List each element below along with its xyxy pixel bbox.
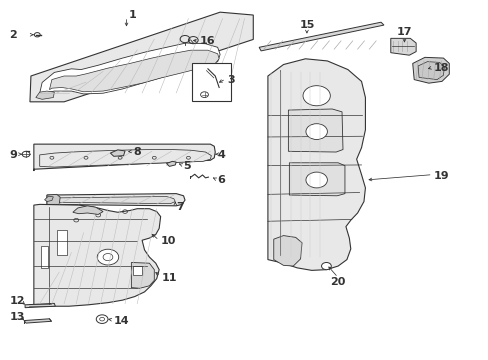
Polygon shape bbox=[273, 235, 302, 266]
Text: 4: 4 bbox=[217, 150, 225, 160]
Text: 19: 19 bbox=[433, 171, 448, 181]
Polygon shape bbox=[259, 22, 383, 51]
Text: 7: 7 bbox=[176, 202, 183, 212]
Polygon shape bbox=[166, 161, 176, 166]
Text: 2: 2 bbox=[9, 30, 17, 40]
Polygon shape bbox=[131, 262, 154, 288]
Polygon shape bbox=[34, 144, 215, 171]
Polygon shape bbox=[24, 319, 51, 323]
Polygon shape bbox=[41, 246, 48, 268]
Polygon shape bbox=[73, 206, 103, 215]
Polygon shape bbox=[110, 150, 125, 156]
Polygon shape bbox=[390, 39, 415, 55]
Circle shape bbox=[103, 253, 113, 261]
FancyBboxPatch shape bbox=[191, 63, 230, 101]
Text: 12: 12 bbox=[9, 296, 25, 306]
Circle shape bbox=[305, 124, 327, 139]
Text: 17: 17 bbox=[396, 27, 411, 37]
Text: 20: 20 bbox=[330, 277, 345, 287]
Polygon shape bbox=[40, 149, 211, 167]
Polygon shape bbox=[412, 57, 448, 83]
Text: 1: 1 bbox=[128, 10, 136, 20]
Circle shape bbox=[321, 262, 330, 270]
Text: 14: 14 bbox=[114, 316, 129, 325]
Circle shape bbox=[97, 249, 119, 265]
Polygon shape bbox=[289, 163, 344, 196]
Polygon shape bbox=[25, 303, 55, 308]
Polygon shape bbox=[40, 43, 220, 94]
Polygon shape bbox=[57, 230, 66, 255]
Polygon shape bbox=[34, 204, 160, 306]
Polygon shape bbox=[49, 50, 219, 92]
Text: 11: 11 bbox=[161, 273, 177, 283]
Polygon shape bbox=[267, 59, 365, 270]
Polygon shape bbox=[417, 62, 444, 80]
Text: 16: 16 bbox=[199, 36, 215, 46]
Circle shape bbox=[305, 172, 327, 188]
Polygon shape bbox=[54, 197, 175, 204]
Circle shape bbox=[96, 315, 108, 323]
Polygon shape bbox=[133, 266, 142, 275]
Polygon shape bbox=[288, 109, 342, 152]
Polygon shape bbox=[47, 194, 60, 204]
Polygon shape bbox=[47, 194, 184, 206]
Text: 18: 18 bbox=[433, 63, 448, 73]
Polygon shape bbox=[36, 91, 54, 99]
Text: 9: 9 bbox=[9, 150, 17, 160]
Polygon shape bbox=[30, 12, 253, 102]
Text: 15: 15 bbox=[299, 20, 314, 30]
Text: 3: 3 bbox=[227, 75, 235, 85]
Circle shape bbox=[100, 318, 104, 321]
Text: 8: 8 bbox=[133, 147, 141, 157]
Text: 5: 5 bbox=[183, 161, 191, 171]
Text: 6: 6 bbox=[217, 175, 225, 185]
Circle shape bbox=[303, 86, 330, 106]
Polygon shape bbox=[44, 196, 53, 202]
Text: 13: 13 bbox=[9, 312, 25, 322]
Text: 10: 10 bbox=[160, 236, 176, 246]
